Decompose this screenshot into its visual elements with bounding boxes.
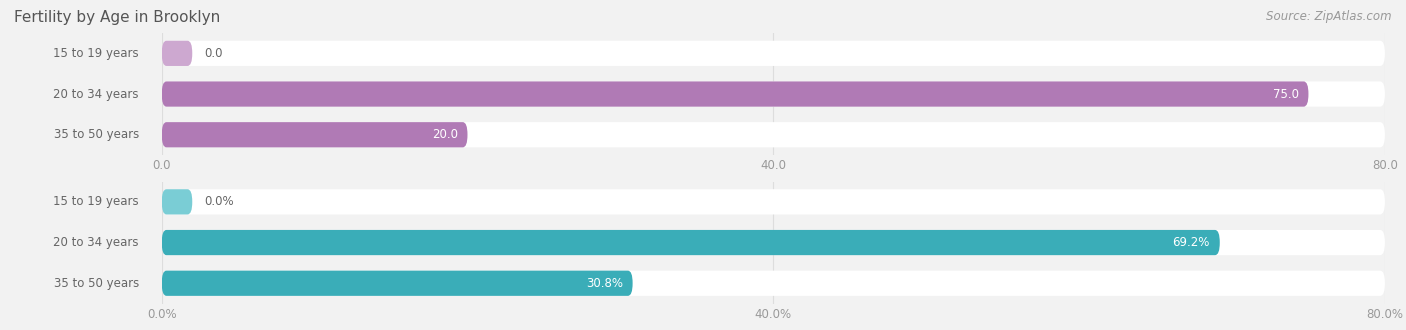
FancyBboxPatch shape (162, 41, 1385, 66)
FancyBboxPatch shape (162, 122, 1385, 148)
Text: Fertility by Age in Brooklyn: Fertility by Age in Brooklyn (14, 10, 221, 25)
FancyBboxPatch shape (162, 82, 1309, 107)
Text: 0.0: 0.0 (204, 47, 224, 60)
FancyBboxPatch shape (162, 271, 1385, 296)
Text: 15 to 19 years: 15 to 19 years (53, 195, 139, 208)
Text: 15 to 19 years: 15 to 19 years (53, 47, 139, 60)
Text: 35 to 50 years: 35 to 50 years (53, 128, 139, 141)
Text: 20 to 34 years: 20 to 34 years (53, 87, 139, 101)
FancyBboxPatch shape (162, 230, 1220, 255)
FancyBboxPatch shape (162, 189, 1385, 214)
Text: 35 to 50 years: 35 to 50 years (53, 277, 139, 290)
FancyBboxPatch shape (162, 271, 633, 296)
FancyBboxPatch shape (162, 82, 1385, 107)
Text: 30.8%: 30.8% (586, 277, 623, 290)
FancyBboxPatch shape (162, 189, 193, 214)
FancyBboxPatch shape (162, 41, 193, 66)
Text: 75.0: 75.0 (1272, 87, 1299, 101)
Text: Source: ZipAtlas.com: Source: ZipAtlas.com (1267, 10, 1392, 23)
FancyBboxPatch shape (162, 122, 467, 148)
Text: 69.2%: 69.2% (1173, 236, 1211, 249)
FancyBboxPatch shape (162, 230, 1385, 255)
Text: 20 to 34 years: 20 to 34 years (53, 236, 139, 249)
Text: 0.0%: 0.0% (204, 195, 235, 208)
Text: 20.0: 20.0 (432, 128, 458, 141)
